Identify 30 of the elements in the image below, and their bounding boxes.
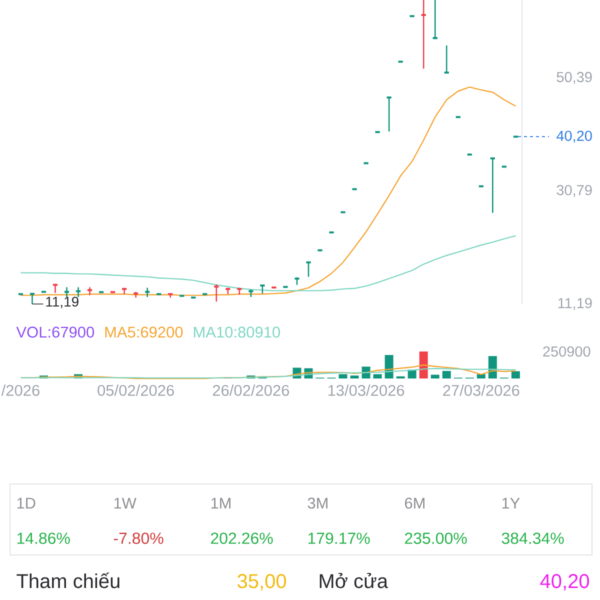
x-tick-label: /2026 — [1, 384, 40, 396]
text: MA5:69200 — [105, 326, 183, 338]
text: 40,20 — [540, 574, 590, 591]
y-tick-label: 30,79 — [556, 184, 592, 197]
category-label: 1M — [211, 498, 230, 508]
category-label: 1D — [17, 498, 36, 508]
x-tick-label: 26/02/2026 — [212, 384, 290, 396]
text: VOL:67900 — [16, 326, 94, 338]
text: 384.34% — [502, 532, 564, 544]
category-label: Tham chiếu — [16, 572, 120, 588]
text: 14.86% — [17, 532, 70, 544]
x-tick-label: 27/03/2026 — [443, 384, 520, 396]
text: 202.26% — [211, 532, 273, 544]
category-label: 1W — [114, 498, 136, 508]
category-label: 1Y — [502, 498, 520, 508]
text: MA10:80910 — [194, 326, 280, 338]
category-label: Mở cửa — [320, 572, 388, 588]
x-tick-label: 13/03/2026 — [328, 384, 404, 396]
annotation: 11,19 — [46, 296, 78, 308]
ref-line-label: 40,20 — [556, 130, 592, 143]
text: 179.17% — [308, 532, 370, 544]
text: 250900 — [543, 346, 590, 357]
x-tick-label: 05/02/2026 — [98, 384, 174, 396]
text: 35,00 — [238, 574, 286, 591]
y-tick-label: 50,39 — [556, 72, 592, 84]
text: 235.00% — [405, 532, 467, 544]
category-label: 3M — [308, 498, 328, 509]
text: -7.80% — [114, 532, 164, 544]
y-tick-label: 11,19 — [558, 298, 592, 310]
category-label: 6M — [404, 498, 424, 509]
